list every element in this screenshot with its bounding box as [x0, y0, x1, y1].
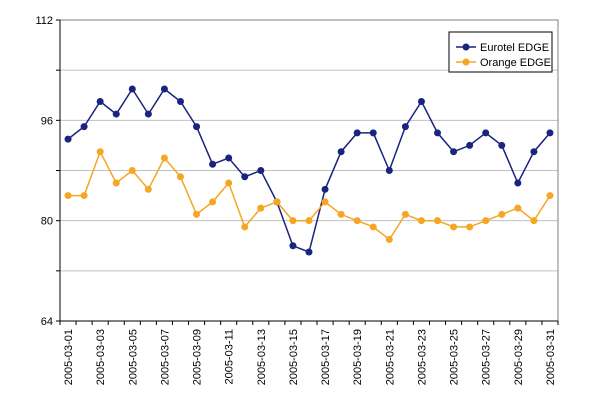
- grid-lines: [60, 69, 558, 272]
- data-point: [289, 242, 297, 250]
- x-tick-label: 2005-03-07: [159, 329, 171, 385]
- data-point: [417, 217, 425, 225]
- data-point: [176, 173, 184, 181]
- x-tick-label: 2005-03-21: [384, 329, 396, 385]
- data-point: [337, 210, 345, 218]
- x-tick-label: 2005-03-27: [481, 329, 493, 385]
- data-point: [482, 217, 490, 225]
- data-point: [498, 210, 506, 218]
- data-point: [144, 110, 152, 118]
- y-axis: 64 80 96 112: [35, 15, 61, 328]
- data-point: [96, 98, 104, 106]
- legend-swatch-marker: [462, 58, 470, 66]
- data-point: [385, 167, 393, 174]
- data-point: [530, 148, 538, 156]
- x-tick-label: 2005-03-29: [513, 329, 525, 385]
- data-point: [225, 179, 233, 187]
- data-point: [321, 185, 329, 193]
- data-point: [482, 129, 490, 137]
- data-point: [112, 110, 120, 118]
- data-point: [176, 98, 184, 106]
- data-point: [530, 217, 538, 225]
- x-tick-label: 2005-03-19: [352, 329, 364, 385]
- data-point: [193, 210, 201, 218]
- data-point: [289, 217, 297, 225]
- x-tick-label: 2005-03-11: [224, 329, 236, 384]
- y-tick-label: 112: [35, 15, 53, 27]
- data-point: [417, 98, 425, 106]
- legend-label-orange: Orange EDGE: [480, 57, 551, 69]
- data-point: [64, 135, 72, 143]
- x-tick-label: 2005-03-01: [63, 329, 75, 385]
- data-point: [80, 192, 88, 200]
- data-point: [450, 223, 458, 231]
- x-tick-label: 2005-03-17: [320, 329, 332, 385]
- x-tick-label: 2005-03-13: [256, 329, 268, 385]
- data-point: [546, 129, 554, 137]
- data-point: [305, 217, 313, 225]
- series-layer: [64, 85, 554, 256]
- y-tick-label: 80: [41, 216, 53, 228]
- data-point: [434, 217, 442, 225]
- data-point: [209, 198, 217, 206]
- data-point: [353, 129, 361, 137]
- data-point: [401, 123, 409, 131]
- x-tick-label: 2005-03-05: [127, 329, 139, 385]
- series-orange-edge: [64, 148, 554, 243]
- data-point: [160, 154, 168, 162]
- data-point: [144, 185, 152, 193]
- data-point: [241, 223, 249, 231]
- x-tick-label: 2005-03-25: [449, 329, 461, 385]
- data-point: [546, 192, 554, 200]
- data-point: [273, 198, 281, 206]
- data-point: [225, 154, 233, 162]
- data-point: [80, 123, 88, 131]
- data-point: [434, 129, 442, 137]
- y-tick-label: 96: [41, 115, 53, 127]
- data-point: [64, 192, 72, 200]
- legend: Eurotel EDGE Orange EDGE: [448, 31, 553, 73]
- data-point: [96, 148, 104, 156]
- x-tick-label: 2005-03-31: [545, 329, 557, 385]
- data-point: [466, 141, 474, 149]
- data-point: [369, 223, 377, 231]
- x-tick-label: 2005-03-23: [416, 329, 428, 385]
- x-tick-label: 2005-03-09: [192, 329, 204, 385]
- y-tick-label: 64: [41, 316, 53, 328]
- data-point: [209, 160, 217, 168]
- data-point: [112, 179, 120, 187]
- data-point: [369, 129, 377, 137]
- data-point: [450, 148, 458, 156]
- data-point: [257, 167, 265, 174]
- legend-swatch-marker: [462, 43, 470, 51]
- x-tick-label: 2005-03-15: [288, 329, 300, 385]
- x-axis: 2005-03-01 2005-03-03 2005-03-05 2005-03-07…: [59, 320, 559, 385]
- data-point: [514, 204, 522, 212]
- data-point: [128, 167, 136, 174]
- data-point: [514, 179, 522, 187]
- data-point: [160, 85, 168, 93]
- x-tick-label: 2005-03-03: [95, 329, 107, 385]
- data-point: [128, 85, 136, 93]
- legend-label-eurotel: Eurotel EDGE: [480, 42, 549, 54]
- data-point: [353, 217, 361, 225]
- data-point: [193, 123, 201, 131]
- data-point: [385, 235, 393, 243]
- data-point: [321, 198, 329, 206]
- data-point: [401, 210, 409, 218]
- data-point: [498, 141, 506, 149]
- data-point: [257, 204, 265, 212]
- data-point: [241, 173, 249, 181]
- data-point: [337, 148, 345, 156]
- data-point: [305, 248, 313, 256]
- series-line: [68, 149, 551, 241]
- data-point: [466, 223, 474, 231]
